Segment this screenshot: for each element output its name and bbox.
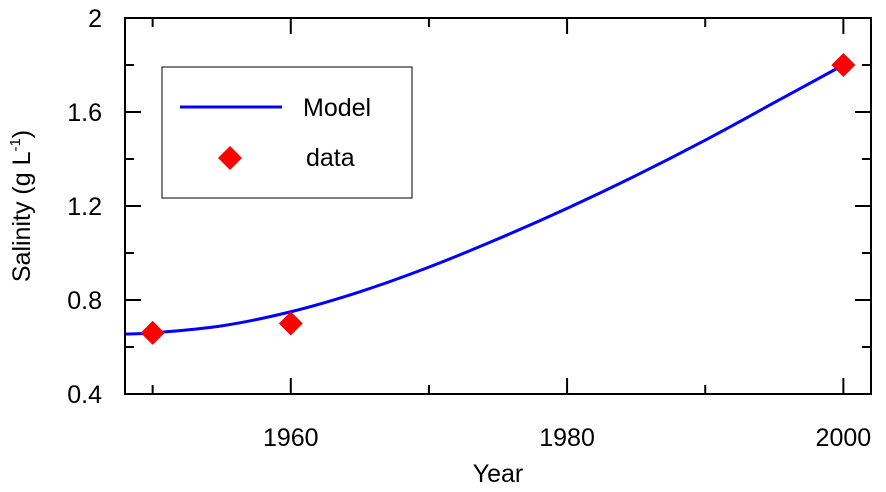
y-tick-label: 1.2: [67, 193, 102, 221]
x-tick-label: 1960: [263, 424, 319, 452]
legend-data-swatch: [218, 146, 242, 170]
model-line: [124, 63, 845, 336]
data-point: [278, 311, 303, 336]
y-tick-label: 0.4: [67, 381, 102, 409]
plot-series: [124, 53, 856, 345]
legend: Model data: [161, 66, 413, 199]
legend-model-label: Model: [303, 94, 371, 122]
legend-data-label: data: [306, 144, 355, 172]
plot-frame: [124, 17, 872, 395]
data-point: [831, 53, 856, 77]
x-tick-label: 2000: [816, 424, 872, 452]
y-axis-label: Salinity (g L-1): [7, 130, 36, 282]
y-tick-label: 1.6: [67, 99, 102, 127]
x-tick-label: 1980: [539, 424, 595, 452]
y-tick-label: 2: [88, 5, 102, 33]
data-point: [140, 320, 165, 345]
tick-labels: 1960 1980 2000 0.4 0.8 1.2 1.6 2: [67, 5, 871, 452]
x-axis-label: Year: [473, 460, 524, 488]
legend-box: [161, 66, 413, 199]
y-tick-label: 0.8: [67, 287, 102, 315]
